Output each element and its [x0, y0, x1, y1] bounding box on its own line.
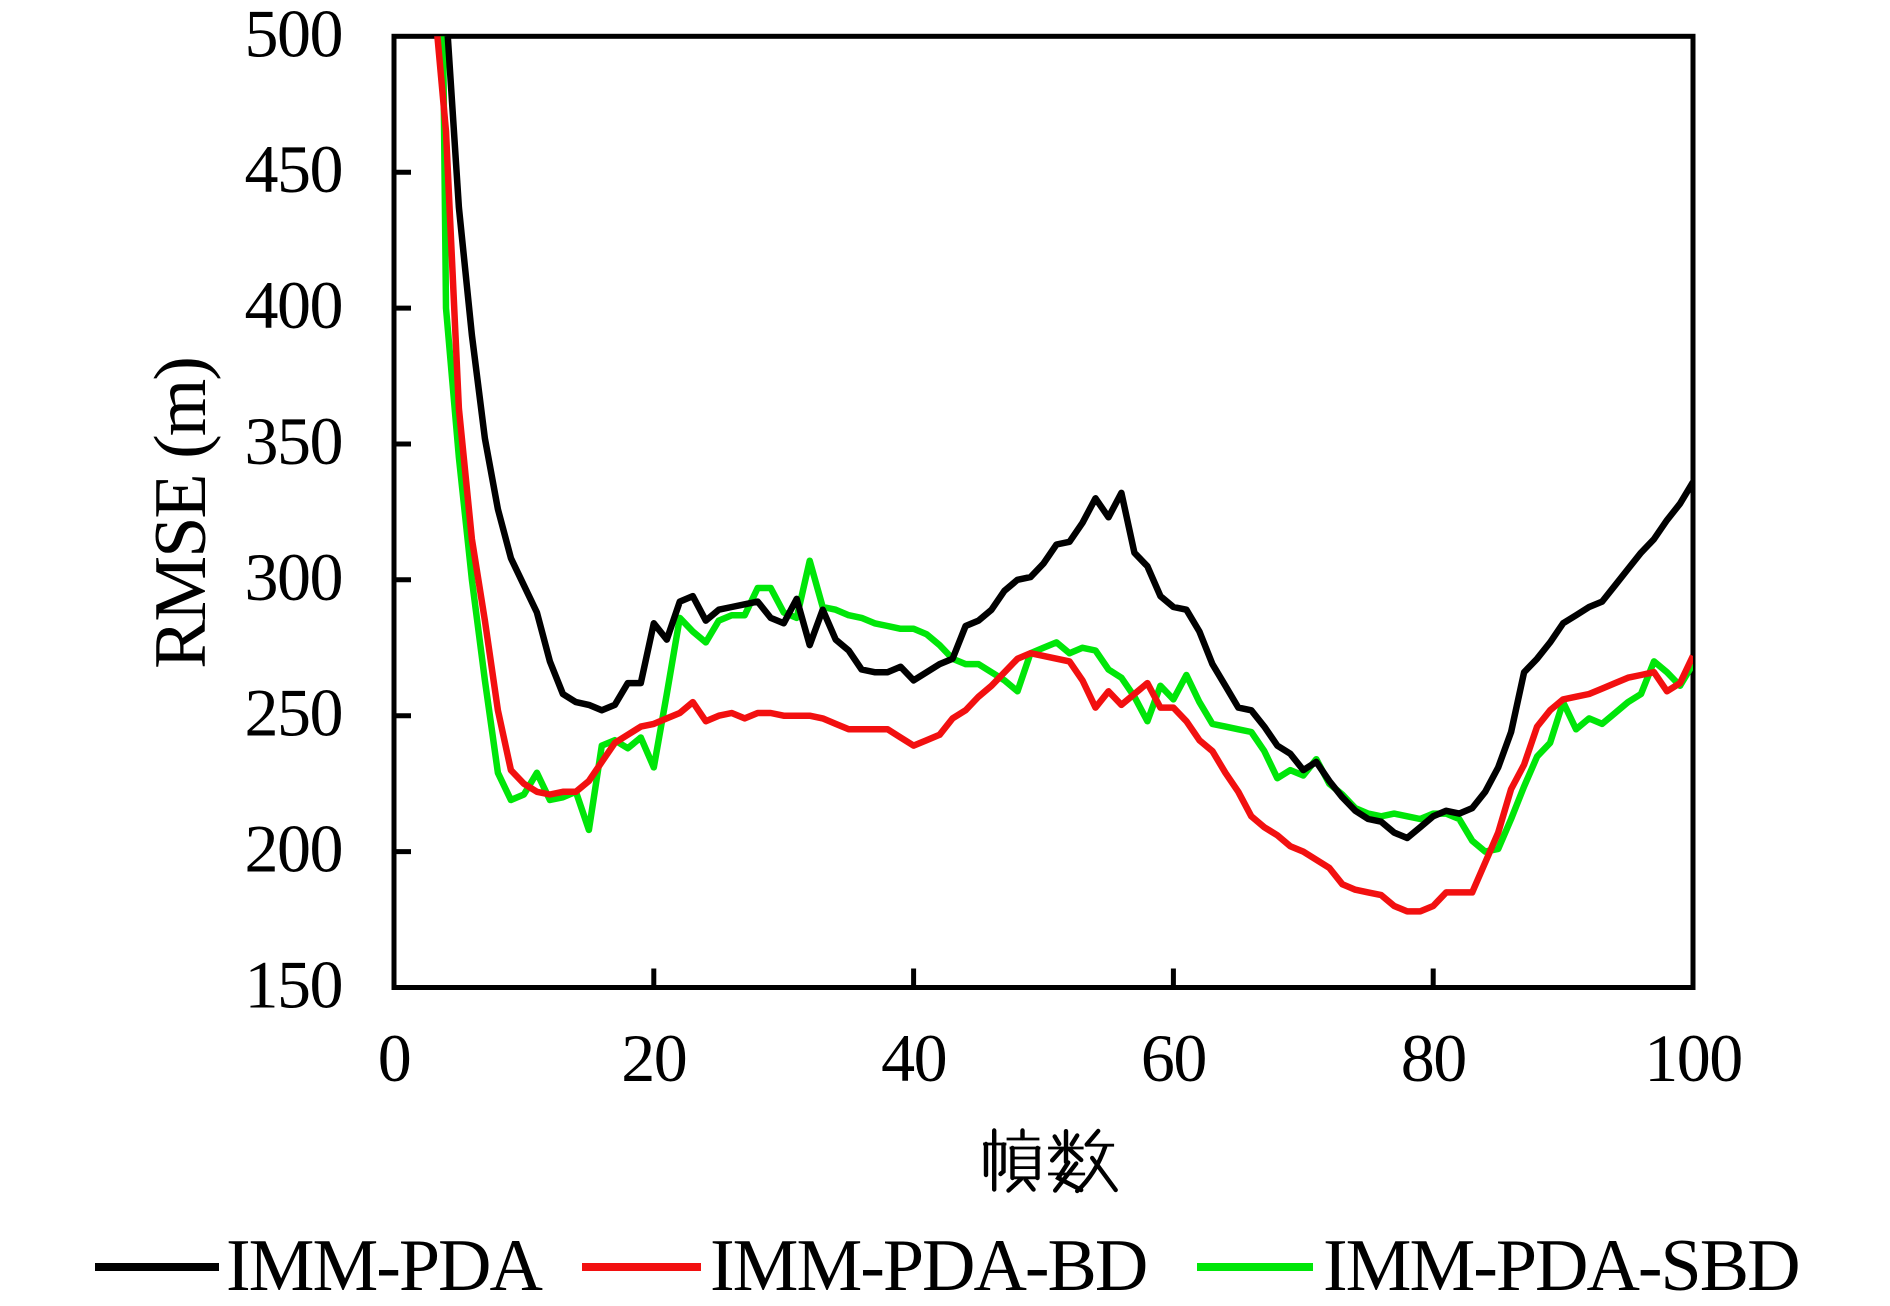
svg-text:350: 350: [245, 403, 343, 479]
svg-text:300: 300: [245, 539, 343, 615]
svg-text:IMM-PDA: IMM-PDA: [226, 1225, 542, 1306]
svg-text:0: 0: [378, 1020, 411, 1096]
svg-text:80: 80: [1401, 1020, 1466, 1096]
svg-text:RMSE (m): RMSE (m): [140, 358, 222, 669]
svg-text:IMM-PDA-BD: IMM-PDA-BD: [710, 1225, 1146, 1306]
svg-text:150: 150: [245, 947, 343, 1023]
svg-text:450: 450: [245, 131, 343, 207]
svg-text:250: 250: [245, 675, 343, 751]
svg-text:200: 200: [245, 811, 343, 887]
svg-text:500: 500: [245, 0, 343, 71]
svg-text:20: 20: [621, 1020, 686, 1096]
svg-text:400: 400: [245, 267, 343, 343]
svg-text:IMM-PDA-SBD: IMM-PDA-SBD: [1323, 1225, 1799, 1306]
svg-text:40: 40: [881, 1020, 946, 1096]
svg-text:100: 100: [1644, 1020, 1742, 1096]
svg-text:60: 60: [1141, 1020, 1206, 1096]
